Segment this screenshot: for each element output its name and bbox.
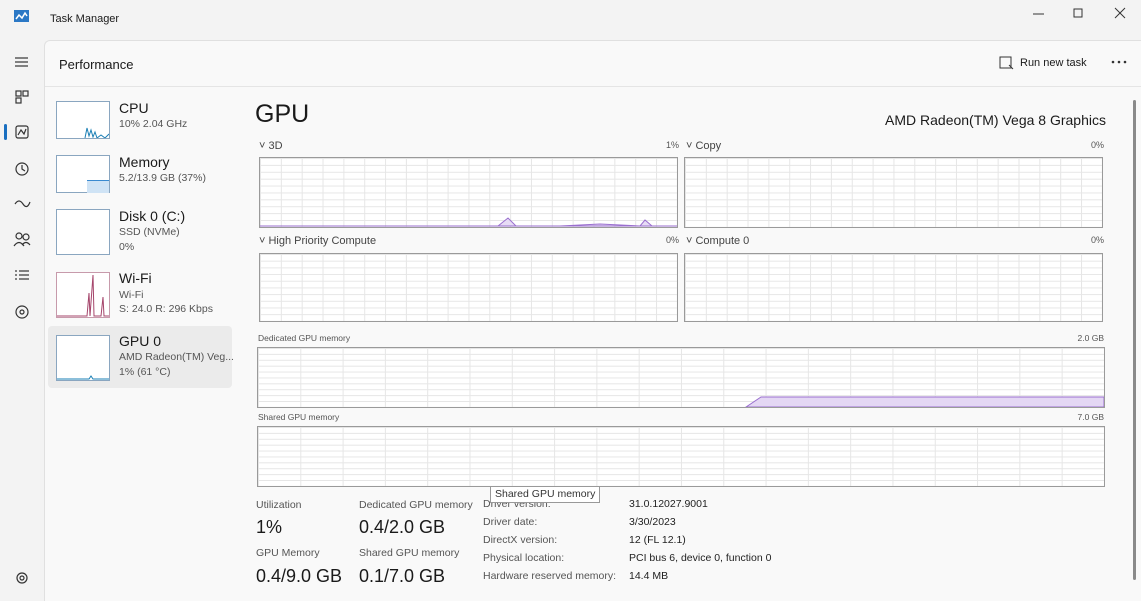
page-title: Performance [59,57,134,72]
gpu-sparkline [57,375,109,380]
stat-label: Shared GPU memory [359,547,460,559]
detail-label: Driver version: [483,498,551,510]
stat-label: Dedicated GPU memory [359,499,473,511]
sidebar-name[interactable]: Disk 0 (C:) [119,208,186,224]
stat-value: 0.1/7.0 GB [359,566,446,586]
engine-graph [684,253,1103,322]
stat-label: GPU Memory [256,547,320,559]
memory-graph-label: Shared GPU memory [258,412,340,422]
window-controls[interactable] [1026,4,1136,24]
divider [45,86,1141,87]
sidebar-name[interactable]: Memory [119,154,170,170]
engine-label[interactable]: Compute 0 [695,235,750,247]
app-icon [14,10,29,22]
detail-label: Driver date: [483,516,538,528]
detail-value: 3/30/2023 [629,516,676,528]
engine-value: 0% [1090,235,1104,245]
wifi-sparkline [57,274,109,317]
sidebar-detail: AMD Radeon(TM) Veg... [119,351,234,363]
run-new-task-button[interactable]: Run new task [1020,57,1087,69]
detail-value: 14.4 MB [629,570,669,582]
sidebar-detail: S: 24.0 R: 296 Kbps [119,303,213,315]
engine-graph [684,157,1103,228]
memory-graph-max: 7.0 GB [1077,412,1104,422]
memory-graph-label: Dedicated GPU memory [258,333,351,343]
run-task-icon[interactable] [999,55,1015,71]
engine-label[interactable]: High Priority Compute [268,235,377,247]
stat-value: 1% [256,517,283,537]
detail-label: DirectX version: [483,534,558,546]
stat-label: Utilization [256,499,302,511]
gpu-title: GPU [255,100,310,128]
memory-graph [257,426,1105,487]
sidebar-detail: 1% (61 °C) [119,366,171,378]
sidebar-name[interactable]: Wi-Fi [119,270,152,286]
engine-value: 0% [1090,140,1104,150]
scrollbar[interactable] [1133,100,1136,580]
window-title: Task Manager [50,13,120,25]
engine-value: 0% [665,235,679,245]
sidebar-name[interactable]: CPU [119,100,149,116]
memory-graph-max: 2.0 GB [1077,333,1104,343]
cpu-thumbnail[interactable] [56,101,110,139]
sidebar-detail: Wi-Fi [119,289,144,301]
detail-value: 12 (FL 12.1) [629,534,686,546]
gpu-model: AMD Radeon(TM) Vega 8 Graphics [885,112,1106,128]
sidebar-detail: 5.2/13.9 GB (37%) [119,172,206,184]
detail-value: PCI bus 6, device 0, function 0 [629,552,772,564]
cpu-sparkline [84,127,110,139]
detail-value: 31.0.12027.9001 [629,498,708,510]
memory-area [745,396,1104,407]
more-button[interactable] [1110,58,1130,66]
graph-line [260,217,677,227]
engine-label[interactable]: 3D [268,140,283,152]
sidebar-name[interactable]: GPU 0 [119,333,162,349]
gpu-thumbnail[interactable] [56,335,110,381]
sidebar-detail: 0% [119,241,135,253]
wifi-thumbnail[interactable] [56,272,110,318]
stat-value: 0.4/2.0 GB [359,517,446,537]
detail-label: Hardware reserved memory: [483,570,617,582]
sidebar-detail: SSD (NVMe) [119,226,180,238]
sidebar-detail: 10% 2.04 GHz [119,118,188,130]
engine-graph [259,253,678,322]
memory-fill [87,180,109,193]
engine-graph [259,157,678,228]
disk-thumbnail[interactable] [56,209,110,255]
stat-value: 0.4/9.0 GB [256,566,343,586]
engine-value: 1% [665,140,679,150]
memory-graph [257,347,1105,408]
nav-rail[interactable] [0,44,44,600]
tooltip: Shared GPU memory [490,486,601,503]
engine-label[interactable]: Copy [695,140,722,152]
detail-label: Physical location: [483,552,565,564]
memory-thumbnail[interactable] [56,155,110,193]
